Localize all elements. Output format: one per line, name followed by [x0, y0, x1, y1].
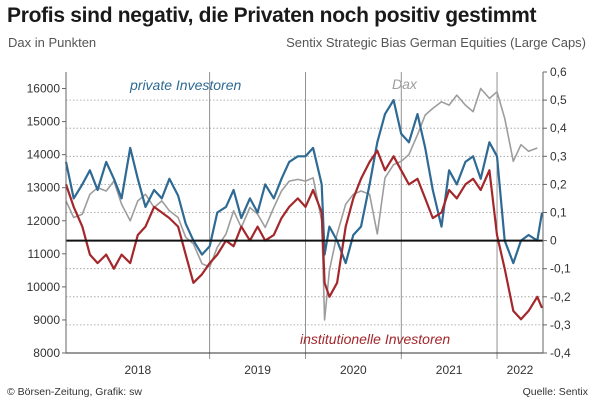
left-tick-label-14000: 14000 — [27, 148, 61, 162]
x-tick-label-2019: 2019 — [244, 363, 271, 377]
left-tick-label-9000: 9000 — [33, 313, 60, 327]
right-tick-label-5: 0,1 — [550, 206, 567, 220]
series-line-dax — [65, 87, 538, 321]
annotation-private: private Investoren — [129, 77, 241, 93]
right-tick-label-7: 0,3 — [550, 149, 567, 163]
right-axis-label: Sentix Strategic Bias German Equities (L… — [286, 35, 586, 50]
annotation-institutional: institutionelle Investoren — [300, 331, 450, 347]
source-text: Quelle: Sentix — [522, 386, 588, 398]
left-tick-label-10000: 10000 — [27, 280, 61, 294]
right-tick-label-2: -0,2 — [550, 290, 571, 304]
series-line-private-investoren — [64, 98, 544, 265]
x-tick-label-2021: 2021 — [436, 363, 463, 377]
x-tick-label-2020: 2020 — [340, 363, 367, 377]
left-tick-label-15000: 15000 — [27, 115, 61, 129]
left-axis-label: Dax in Punkten — [8, 35, 97, 50]
copyright-text: © Börsen-Zeitung, Grafik: sw — [7, 386, 142, 398]
right-tick-label-0: -0,4 — [550, 346, 571, 360]
right-tick-label-3: -0,1 — [550, 262, 571, 276]
annotation-dax: Dax — [392, 76, 418, 92]
right-tick-label-4: 0 — [550, 234, 557, 248]
right-tick-label-1: -0,3 — [550, 318, 571, 332]
right-tick-label-6: 0,2 — [550, 177, 567, 191]
left-tick-label-11000: 11000 — [28, 247, 61, 261]
series-line-institutionelle-investoren — [64, 149, 544, 321]
x-tick-label-2018: 2018 — [124, 363, 151, 377]
left-tick-label-16000: 16000 — [27, 82, 61, 96]
right-tick-label-10: 0,6 — [550, 65, 567, 79]
right-tick-label-8: 0,4 — [550, 121, 567, 135]
right-tick-label-9: 0,5 — [550, 93, 567, 107]
chart-title: Profis sind negativ, die Privaten noch p… — [7, 4, 537, 27]
left-tick-label-12000: 12000 — [27, 214, 61, 228]
left-tick-label-13000: 13000 — [27, 181, 61, 195]
left-tick-label-8000: 8000 — [33, 346, 60, 360]
x-tick-label-2022: 2022 — [507, 363, 534, 377]
